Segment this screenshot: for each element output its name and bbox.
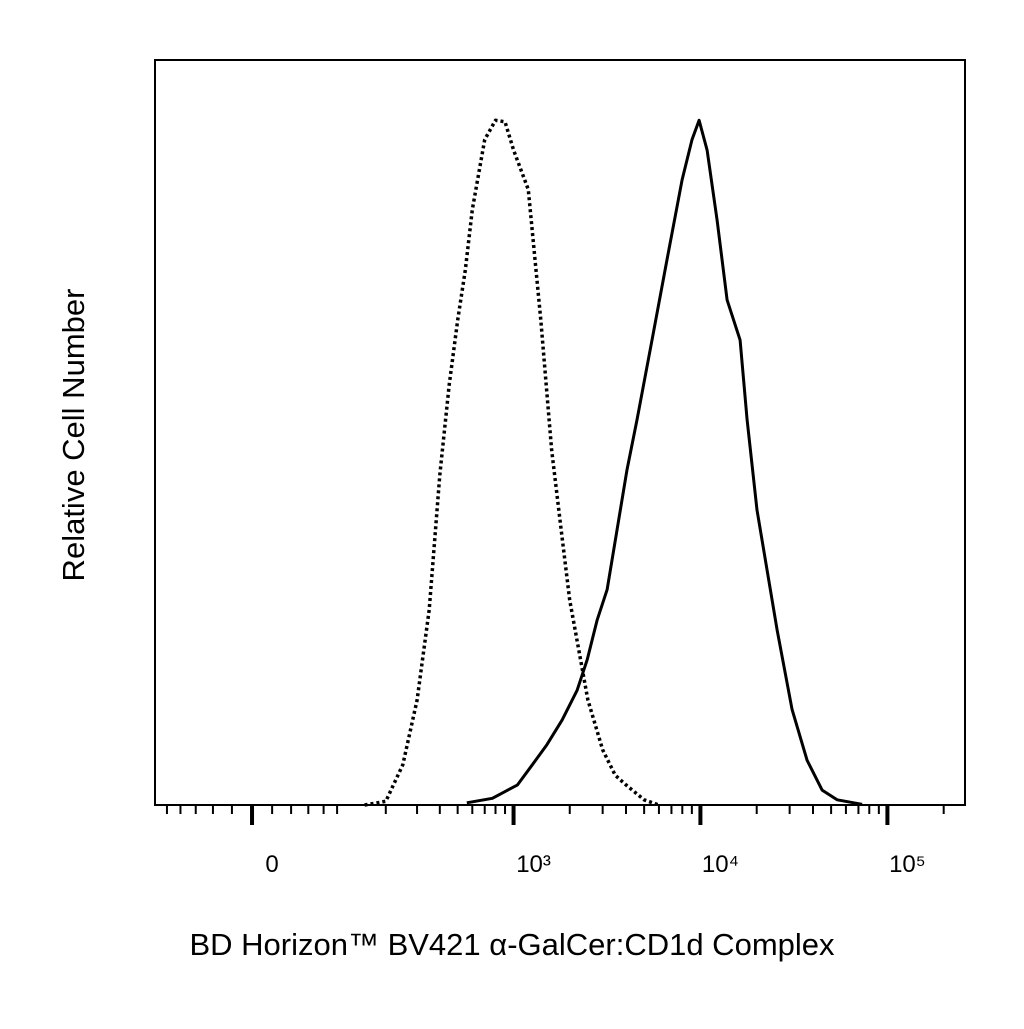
x-tick-label: 0 bbox=[265, 851, 278, 878]
x-axis-label: BD Horizon™ BV421 α-GalCer:CD1d Complex bbox=[189, 927, 835, 962]
y-axis-label: Relative Cell Number bbox=[56, 289, 91, 582]
histogram-line bbox=[466, 118, 863, 806]
x-tick-label: 10⁵ bbox=[889, 851, 926, 878]
plot-frame bbox=[154, 59, 966, 806]
x-tick-label: 10³ bbox=[516, 851, 551, 878]
x-tick-label: 10⁴ bbox=[702, 851, 739, 878]
histogram-line bbox=[364, 118, 660, 807]
